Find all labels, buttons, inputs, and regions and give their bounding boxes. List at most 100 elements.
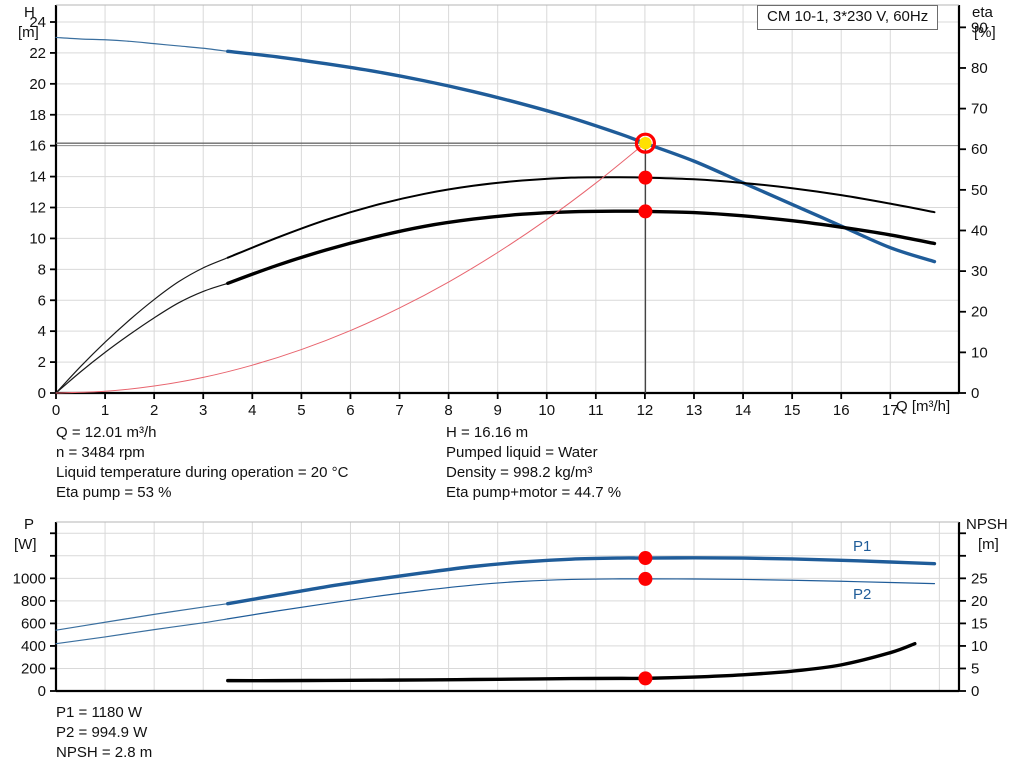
chart2-y2tick-label: 15 <box>971 615 988 632</box>
chart1-ytick-label: 8 <box>38 261 46 278</box>
info-right-line: Density = 998.2 kg/m³ <box>446 464 593 481</box>
chart2-y-axis-title-line2: [W] <box>14 536 37 553</box>
chart1-y2-axis: 0 10 20 30 40 50 60 70 80 90 <box>959 19 988 402</box>
duty-marker-eta-pump-motor <box>638 204 653 219</box>
chart2-ytick-label: 800 <box>21 593 46 610</box>
chart2-gridlines <box>55 522 959 692</box>
chart2-y-axis: 0 200 400 600 800 1000 <box>13 532 56 700</box>
chart2-ytick-label: 400 <box>21 638 46 655</box>
chart1-xtick-label: 10 <box>538 402 555 415</box>
chart1-y-axis-title-line2: [m] <box>18 24 39 41</box>
chart1-y2tick-label: 20 <box>971 304 988 321</box>
chart1-ytick-label: 4 <box>38 323 46 340</box>
chart1-ytick-label: 20 <box>29 76 46 93</box>
curve-eta-pump <box>226 176 936 259</box>
chart2-ytick-label: 1000 <box>13 570 46 587</box>
info-block-bottom: P1 = 1180 W P2 = 994.9 W NPSH = 2.8 m <box>56 703 152 763</box>
duty-marker-eta-pump <box>638 170 653 185</box>
chart1-ytick-label: 14 <box>29 169 46 186</box>
chart1-xtick-label: 5 <box>297 402 305 415</box>
chart2-ytick-label: 0 <box>38 683 46 700</box>
duty-marker-p2 <box>638 571 653 586</box>
chart1-xtick-label: 4 <box>248 402 256 415</box>
chart2-y2-axis-title-line1: NPSH <box>966 516 1008 533</box>
curve-h-head-curve-full-range-thin <box>55 36 229 52</box>
chart2-y2tick-label: 20 <box>971 593 988 610</box>
chart1-xtick-label: 6 <box>346 402 354 415</box>
info-left-line: n = 3484 rpm <box>56 444 145 461</box>
chart1-y2tick-label: 40 <box>971 222 988 239</box>
chart1-ytick-label: 12 <box>29 200 46 217</box>
chart1-y2tick-label: 60 <box>971 141 988 158</box>
info-block-right: H = 16.16 m Pumped liquid = Water Density … <box>446 423 621 503</box>
chart1-xtick-label: 14 <box>735 402 752 415</box>
chart1-ytick-label: 22 <box>29 45 46 62</box>
chart2-duty-point-group <box>638 551 653 686</box>
chart1-y-axis-title-line1: H <box>24 4 35 21</box>
chart1-xtick-label: 7 <box>395 402 403 415</box>
chart1-xtick-label: 3 <box>199 402 207 415</box>
chart1-y2-axis-title-line2: [%] <box>974 24 996 41</box>
curve-npsh <box>226 641 917 683</box>
chart1-y2tick-label: 70 <box>971 101 988 118</box>
chart2-series <box>55 556 937 683</box>
chart1-xtick-label: 1 <box>101 402 109 415</box>
info-left-line: Eta pump = 53 % <box>56 484 172 501</box>
chart2-y-axis-title-line1: P <box>24 516 35 533</box>
info-right-line: Pumped liquid = Water <box>446 444 598 461</box>
chart1-x-axis: 0 1 2 3 4 5 6 7 8 9 10 11 12 13 14 15 16 17 <box>52 393 899 415</box>
chart1-ytick-label: 2 <box>38 354 46 371</box>
chart1-gridlines <box>55 5 959 394</box>
chart2-ytick-label: 600 <box>21 615 46 632</box>
chart1-duty-point-group <box>56 132 657 393</box>
chart1-xtick-label: 16 <box>833 402 850 415</box>
chart-title-text: CM 10-1, 3*230 V, 60Hz <box>767 8 929 25</box>
curve-p1 <box>226 556 937 606</box>
chart1-ytick-label: 18 <box>29 107 46 124</box>
curve-p2-thin-extension <box>55 618 229 645</box>
info-right-line: H = 16.16 m <box>446 424 529 441</box>
chart2-y2tick-label: 0 <box>971 683 979 700</box>
curve-system-curve <box>55 142 646 394</box>
chart1-y2-axis-title-line1: eta <box>972 4 993 21</box>
chart1-xtick-label: 11 <box>588 402 604 415</box>
duty-marker-p1 <box>638 551 653 566</box>
chart1-y2tick-label: 0 <box>971 385 979 402</box>
duty-marker-head-ring <box>634 132 657 154</box>
curve-h-head-curve-operating-range <box>226 49 937 264</box>
info-right-line: Eta pump+motor = 44.7 % <box>446 484 622 501</box>
chart1-axes <box>54 4 961 395</box>
info-block-left: Q = 12.01 m³/h n = 3484 rpm Liquid tempera… <box>56 423 348 503</box>
chart1-y2tick-label: 50 <box>971 182 988 199</box>
chart1-y2tick-label: 10 <box>971 344 988 361</box>
chart1-series <box>55 36 937 394</box>
chart1-xtick-label: 2 <box>150 402 158 415</box>
chart1-y2tick-label: 30 <box>971 263 988 280</box>
curve-p2 <box>227 578 936 620</box>
chart1-xtick-label: 12 <box>637 402 654 415</box>
chart-title-box: CM 10-1, 3*230 V, 60Hz <box>757 5 939 30</box>
chart1-xtick-label: 9 <box>494 402 502 415</box>
curve-p1-thin-extension <box>55 603 229 631</box>
chart2-y2tick-label: 10 <box>971 638 988 655</box>
curve-eta-pump-motor-thin-extension <box>55 282 229 394</box>
chart1-x-axis-title: Q [m³/h] <box>896 398 951 415</box>
chart2-y2tick-label: 5 <box>971 660 979 677</box>
chart1-ytick-label: 16 <box>29 138 46 155</box>
info-left-line: Q = 12.01 m³/h <box>56 424 157 441</box>
info-bottom-line: NPSH = 2.8 m <box>56 744 153 761</box>
chart2-ytick-label: 200 <box>21 660 46 677</box>
info-left-line: Liquid temperature during operation = 20… <box>56 464 349 481</box>
power-npsh-chart: 0 200 400 600 800 1000 0 5 10 15 20 25 <box>13 521 988 700</box>
chart1-ytick-label: 0 <box>38 385 46 402</box>
chart1-xtick-label: 15 <box>784 402 801 415</box>
curve-eta-pump-motor <box>226 209 937 285</box>
chart1-ytick-label: 24 <box>29 14 46 31</box>
chart1-y2tick-label: 90 <box>971 19 988 36</box>
curve-label-p2: P2 <box>853 586 872 603</box>
head-efficiency-chart: 0246810121416182022240102030405060708090… <box>29 4 988 415</box>
info-bottom-line: P1 = 1180 W <box>56 704 143 721</box>
info-bottom-line: P2 = 994.9 W <box>56 724 148 741</box>
